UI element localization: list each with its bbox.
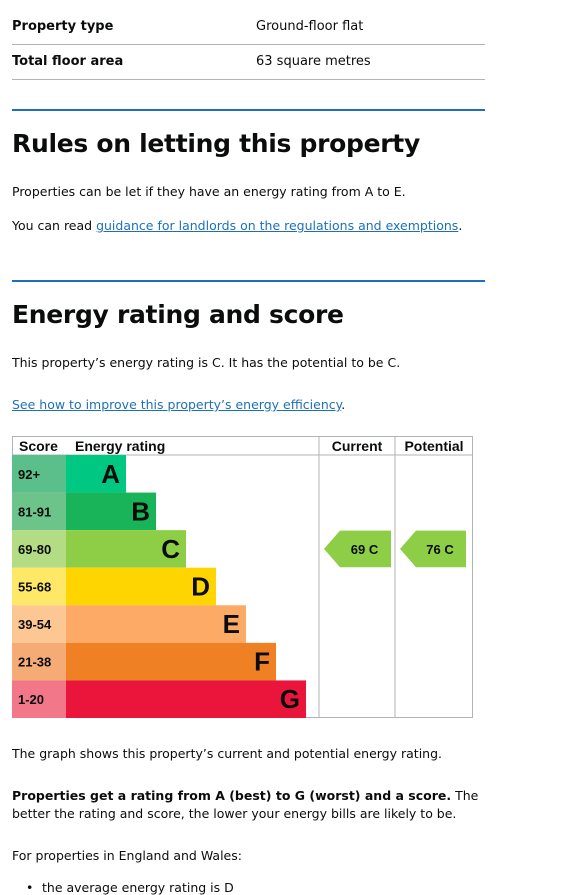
- energy-heading: Energy rating and score: [12, 300, 344, 329]
- section-divider: [12, 280, 485, 282]
- guidance-link[interactable]: guidance for landlords on the regulation…: [96, 218, 459, 233]
- band-score-cell: [12, 605, 66, 643]
- rating-header: Energy rating: [75, 438, 165, 454]
- list-item: the average energy rating is D: [12, 880, 234, 895]
- summary-row-floor-area: Total floor area 63 square metres: [12, 44, 485, 80]
- rating-explanation: Properties get a rating from A (best) to…: [12, 787, 482, 823]
- summary-key: Property type: [12, 19, 114, 34]
- band-score-cell: [12, 455, 66, 493]
- band-letter: G: [280, 684, 300, 714]
- band-letter: D: [191, 572, 210, 602]
- band-letter: B: [131, 496, 150, 526]
- letting-text: Properties can be let if they have an en…: [12, 184, 406, 199]
- regions-text: For properties in England and Wales:: [12, 848, 242, 863]
- band-score-label: 69-80: [18, 542, 51, 557]
- guidance-suffix: .: [458, 218, 463, 233]
- band-bar: [66, 605, 246, 643]
- band-score-cell: [12, 680, 66, 718]
- rating-explanation-bold: Properties get a rating from A (best) to…: [12, 788, 452, 803]
- summary-value: Ground-floor flat: [256, 19, 364, 34]
- section-divider: [12, 109, 485, 111]
- band-letter: F: [254, 647, 270, 677]
- improve-efficiency-link[interactable]: See how to improve this property’s energ…: [12, 397, 342, 412]
- energy-rating-text: This property’s energy rating is C. It h…: [12, 355, 401, 370]
- current-rating-label: 69 C: [351, 542, 379, 557]
- potential-rating-label: 76 C: [426, 542, 454, 557]
- band-letter: C: [161, 534, 180, 564]
- current-header: Current: [332, 438, 383, 454]
- band-score-label: 55-68: [18, 580, 51, 595]
- band-score-cell: [12, 530, 66, 568]
- band-score-label: 39-54: [18, 617, 52, 632]
- band-letter: E: [223, 609, 240, 639]
- regions-list: the average energy rating is D: [12, 880, 234, 895]
- band-score-label: 81-91: [18, 504, 51, 519]
- score-header: Score: [19, 438, 58, 454]
- improve-suffix: .: [341, 397, 346, 412]
- improve-paragraph: See how to improve this property’s energ…: [12, 396, 492, 414]
- guidance-paragraph: You can read guidance for landlords on t…: [12, 217, 492, 235]
- band-score-cell: [12, 642, 66, 681]
- current-arrow: [324, 530, 391, 568]
- graph-explanation: The graph shows this property’s current …: [12, 746, 442, 761]
- band-bar: [66, 455, 126, 493]
- letting-heading: Rules on letting this property: [12, 129, 420, 158]
- band-bar: [66, 680, 306, 718]
- energy-rating-chart-svg: Score Energy rating Current Potential 92+ A 81…: [12, 436, 473, 718]
- band-bar: [66, 567, 216, 606]
- band-bar: [66, 642, 276, 681]
- band-bar: [66, 530, 186, 568]
- band-letter: A: [101, 459, 120, 489]
- band-bar: [66, 492, 156, 531]
- band-score-cell: [12, 492, 66, 531]
- potential-arrow: [400, 530, 466, 568]
- guidance-prefix: You can read: [12, 218, 97, 233]
- summary-value: 63 square metres: [256, 54, 371, 69]
- band-score-label: 92+: [18, 467, 40, 482]
- summary-key: Total floor area: [12, 54, 124, 69]
- summary-row-property-type: Property type Ground-floor flat: [12, 10, 485, 45]
- rating-explanation-rest: The better the rating and score, the low…: [12, 788, 479, 821]
- band-score-cell: [12, 567, 66, 606]
- band-score-label: 21-38: [18, 655, 51, 670]
- band-score-label: 1-20: [18, 692, 44, 707]
- energy-rating-chart: Score Energy rating Current Potential 92+ A 81…: [12, 436, 473, 718]
- potential-header: Potential: [404, 438, 463, 454]
